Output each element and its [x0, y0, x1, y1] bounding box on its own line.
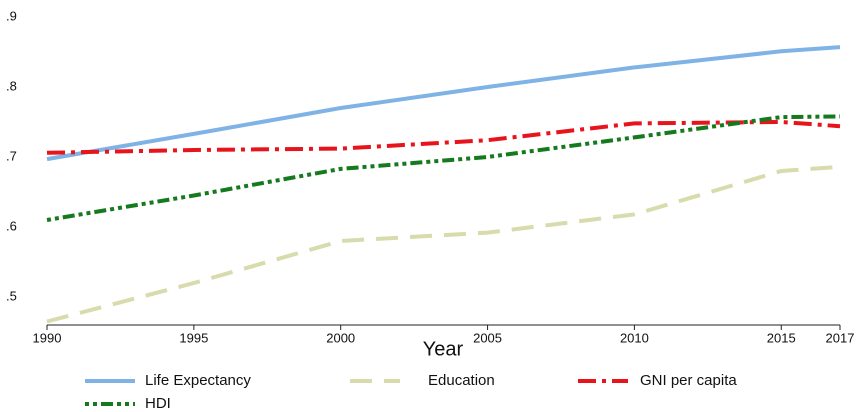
y-tick-label: .7: [6, 148, 17, 163]
legend-label: HDI: [145, 395, 171, 412]
x-tick-label: 2010: [620, 330, 649, 345]
series-line: [46, 45, 841, 162]
y-tick-label: .9: [6, 8, 17, 23]
y-tick-label: .8: [6, 78, 17, 93]
x-tick-label: 2017: [826, 330, 855, 345]
legend-label: Education: [428, 372, 495, 389]
x-tick-label: 2015: [767, 330, 796, 345]
x-tick-label: 2000: [326, 330, 355, 345]
legend-label: Life Expectancy: [145, 372, 251, 389]
series-line: [46, 119, 841, 155]
x-tick-label: 2005: [473, 330, 502, 345]
x-tick-label: 1990: [33, 330, 62, 345]
series-line: [46, 114, 841, 222]
x-tick-label: 1995: [179, 330, 208, 345]
y-tick-label: .5: [6, 288, 17, 303]
legend-label: GNI per capita: [640, 372, 737, 389]
x-axis-label: Year: [423, 338, 464, 360]
y-tick-label: .6: [6, 218, 17, 233]
series-line: [46, 164, 841, 324]
